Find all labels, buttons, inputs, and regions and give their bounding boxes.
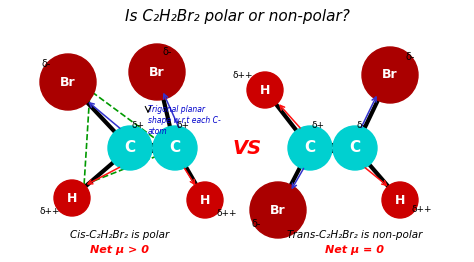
Text: δ++: δ++ xyxy=(217,210,237,219)
Text: δ+: δ+ xyxy=(356,122,370,130)
Circle shape xyxy=(382,182,418,218)
Text: H: H xyxy=(200,194,210,206)
Text: H: H xyxy=(395,194,405,206)
Text: VS: VS xyxy=(232,139,262,157)
Text: H: H xyxy=(260,84,270,96)
Circle shape xyxy=(247,72,283,108)
Text: Br: Br xyxy=(382,68,398,81)
Text: δ++: δ++ xyxy=(412,205,432,215)
Text: Is C₂H₂Br₂ polar or non-polar?: Is C₂H₂Br₂ polar or non-polar? xyxy=(125,8,349,24)
Text: Net μ > 0: Net μ > 0 xyxy=(91,245,149,255)
Circle shape xyxy=(333,126,377,170)
Circle shape xyxy=(54,180,90,216)
Circle shape xyxy=(187,182,223,218)
Text: Trigonal planar
shape w.r.t each C-
atom: Trigonal planar shape w.r.t each C- atom xyxy=(148,105,221,136)
Circle shape xyxy=(129,44,185,100)
Text: C: C xyxy=(349,140,361,156)
Text: Cis-C₂H₂Br₂ is polar: Cis-C₂H₂Br₂ is polar xyxy=(70,230,170,240)
Circle shape xyxy=(250,182,306,238)
Circle shape xyxy=(362,47,418,103)
Text: δ-: δ- xyxy=(251,219,261,229)
Text: δ+: δ+ xyxy=(176,122,190,130)
Text: δ+: δ+ xyxy=(131,122,145,130)
Text: Trans-C₂H₂Br₂ is non-polar: Trans-C₂H₂Br₂ is non-polar xyxy=(287,230,423,240)
Circle shape xyxy=(108,126,152,170)
Text: δ-: δ- xyxy=(162,47,172,57)
Text: C: C xyxy=(125,140,136,156)
Circle shape xyxy=(153,126,197,170)
Text: Br: Br xyxy=(149,66,165,79)
Text: Net μ = 0: Net μ = 0 xyxy=(326,245,384,255)
Text: δ-: δ- xyxy=(405,52,415,62)
Circle shape xyxy=(288,126,332,170)
Text: δ-: δ- xyxy=(41,59,51,69)
Circle shape xyxy=(40,54,96,110)
Text: δ++: δ++ xyxy=(40,208,60,216)
Text: δ+: δ+ xyxy=(311,122,325,130)
Text: C: C xyxy=(169,140,181,156)
Text: C: C xyxy=(304,140,316,156)
Text: δ++: δ++ xyxy=(233,72,253,80)
Text: H: H xyxy=(67,192,77,205)
Text: Br: Br xyxy=(270,204,286,216)
Text: Br: Br xyxy=(60,75,76,89)
